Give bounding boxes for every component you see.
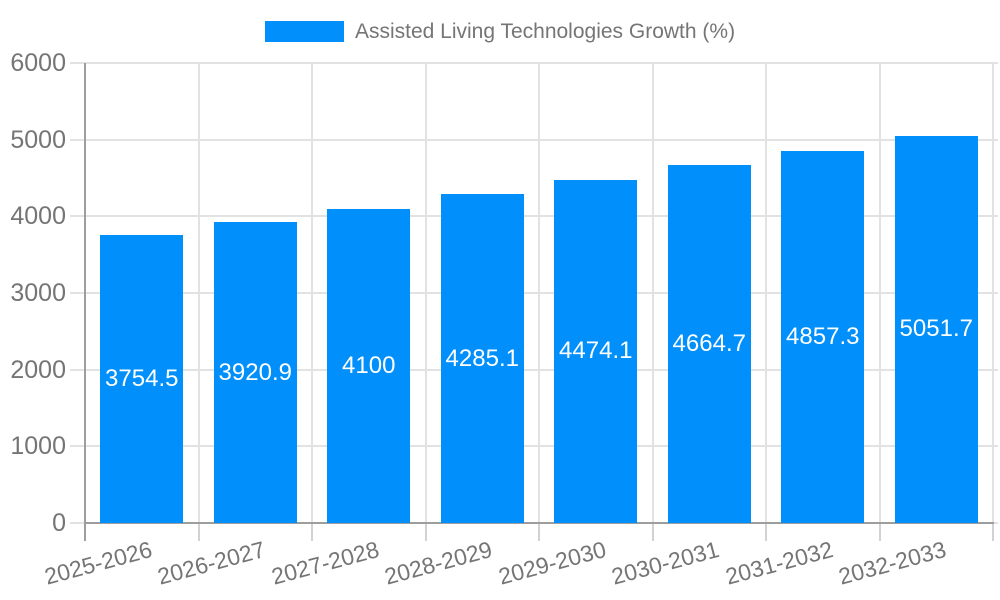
x-axis-tick xyxy=(878,523,881,541)
bar-value-label: 4664.7 xyxy=(672,330,746,358)
bar-value-label: 4474.1 xyxy=(559,337,633,365)
x-axis-category-label: 2028-2029 xyxy=(381,536,495,590)
bar-value-label: 4857.3 xyxy=(786,322,860,350)
y-gridline xyxy=(70,138,998,141)
legend-color-swatch xyxy=(264,21,344,42)
bar-value-label: 3920.9 xyxy=(218,358,292,386)
x-axis-tick xyxy=(538,523,540,541)
bar[interactable] xyxy=(213,222,297,523)
x-gridline xyxy=(651,63,654,523)
x-axis-tick xyxy=(311,523,313,541)
x-axis-category-label: 2031-2032 xyxy=(722,536,836,590)
x-axis-tick xyxy=(651,523,654,541)
x-gridline xyxy=(424,63,427,523)
bar[interactable] xyxy=(667,165,751,523)
x-axis-category-label: 2032-2033 xyxy=(835,536,949,590)
x-axis-tick xyxy=(992,523,994,541)
x-axis-tick xyxy=(424,523,427,541)
bar[interactable] xyxy=(440,194,524,523)
x-axis-category-label: 2027-2028 xyxy=(268,536,382,590)
bar[interactable] xyxy=(100,235,184,523)
bar-value-label: 5051.7 xyxy=(899,315,973,343)
bar-value-label: 4100 xyxy=(342,351,396,379)
x-axis-category-label: 2025-2026 xyxy=(41,536,155,590)
x-axis-category-label: 2026-2027 xyxy=(154,536,268,590)
y-gridline xyxy=(70,368,998,371)
y-axis-tick-label: 4000 xyxy=(10,202,66,231)
y-gridline xyxy=(70,445,998,448)
bar-value-label: 3754.5 xyxy=(105,365,179,393)
x-gridline xyxy=(878,63,881,523)
y-axis-tick-label: 5000 xyxy=(10,125,66,154)
x-axis-tick xyxy=(197,523,200,541)
legend-item[interactable]: Assisted Living Technologies Growth (%) xyxy=(264,20,736,43)
y-axis-line xyxy=(84,63,86,541)
legend: Assisted Living Technologies Growth (%) xyxy=(0,20,1000,43)
y-axis-tick-label: 1000 xyxy=(10,432,66,461)
x-gridline xyxy=(311,63,313,523)
x-axis-line xyxy=(84,522,994,524)
y-gridline xyxy=(70,292,998,294)
x-axis-category-label: 2030-2031 xyxy=(608,536,722,590)
x-gridline xyxy=(765,63,767,523)
bar[interactable] xyxy=(781,150,865,523)
bar-value-label: 4285.1 xyxy=(445,344,519,372)
bar[interactable] xyxy=(554,179,638,523)
bar[interactable] xyxy=(894,135,978,523)
y-gridline xyxy=(70,62,998,64)
x-axis-tick xyxy=(765,523,767,541)
y-axis-tick-label: 3000 xyxy=(10,279,66,307)
bar[interactable] xyxy=(327,208,411,523)
x-axis-category-label: 2029-2030 xyxy=(495,536,609,590)
y-axis-tick-label: 0 xyxy=(52,509,66,537)
y-gridline xyxy=(70,215,998,218)
x-gridline xyxy=(197,63,200,523)
y-axis-tick-label: 6000 xyxy=(10,49,66,77)
y-axis-tick-label: 2000 xyxy=(10,355,66,384)
x-gridline xyxy=(992,63,994,523)
legend-series-label: Assisted Living Technologies Growth (%) xyxy=(354,20,736,43)
x-gridline xyxy=(538,63,540,523)
